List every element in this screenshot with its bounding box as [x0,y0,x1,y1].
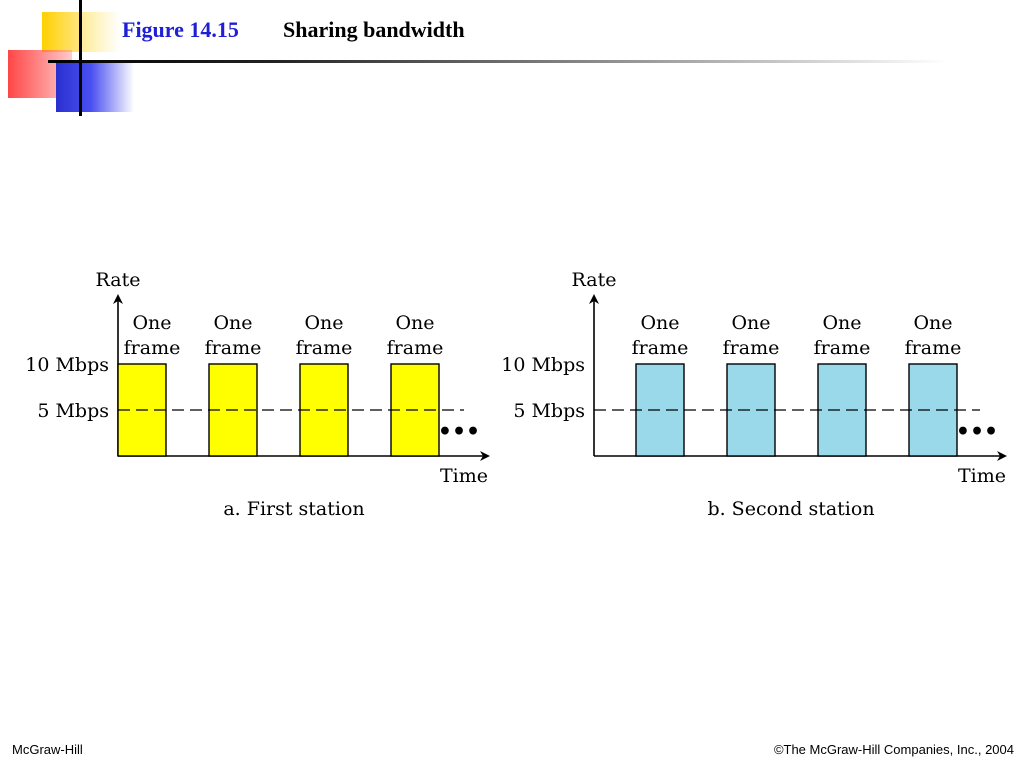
panel-a-ellipsis: ••• [438,419,480,445]
panel-a-caption: a. First station [223,498,364,520]
frame-label-line2: frame [387,337,444,359]
corner-blue-square [56,62,134,112]
frame-label-line2: frame [205,337,262,359]
frame-label-line2: frame [296,337,353,359]
footer-publisher: McGraw-Hill [12,742,83,757]
frame-label-line2: frame [632,337,689,359]
frame-label-line2: frame [723,337,780,359]
figure-label: Figure 14.15 [122,17,239,42]
frame-block [908,363,958,457]
frame-label-line1: One [395,312,434,334]
panel-a-x-label: Time [440,465,488,487]
corner-yellow-square [42,12,80,52]
panel-first-station: Rate Time 10 Mbps 5 Mbps One frame One f… [25,269,490,520]
frame-label-line1: One [913,312,952,334]
panel-a-rate-low: 5 Mbps [37,400,109,422]
frame-label-line2: frame [905,337,962,359]
panel-a-rate-high: 10 Mbps [25,354,109,376]
panel-second-station: Rate Time 10 Mbps 5 Mbps One frame One f… [501,269,1007,520]
frame-label-line1: One [132,312,171,334]
panel-b-rate-high: 10 Mbps [501,354,585,376]
header-rule [48,60,948,63]
frame-label-line2: frame [124,337,181,359]
frame-label-line1: One [304,312,343,334]
frame-label-line1: One [822,312,861,334]
footer-copyright: ©The McGraw-Hill Companies, Inc., 2004 [773,742,1014,757]
panel-b-x-label: Time [958,465,1006,487]
panel-b-caption: b. Second station [707,498,874,520]
panel-a-y-label: Rate [96,269,141,291]
frame-block [817,363,867,457]
frame-label-line1: One [640,312,679,334]
panel-b-y-label: Rate [572,269,617,291]
frame-label-line2: frame [814,337,871,359]
frame-label-line1: One [213,312,252,334]
frame-label-line1: One [731,312,770,334]
panel-b-ellipsis: ••• [956,419,998,445]
panel-b-rate-low: 5 Mbps [513,400,585,422]
slide-title: Sharing bandwidth [283,17,465,42]
corner-vertical-line [79,0,82,116]
corner-yellow-fade [80,12,120,52]
